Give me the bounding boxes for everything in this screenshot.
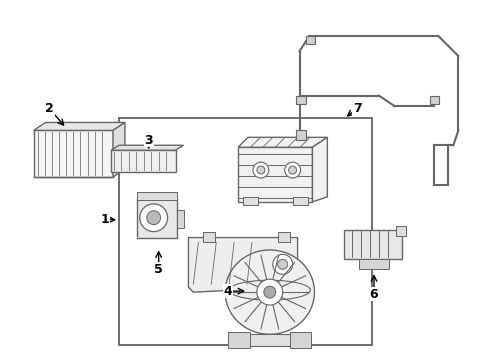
Bar	[119, 118, 371, 345]
Text: 2: 2	[45, 102, 54, 115]
Bar	[137, 198, 176, 238]
Circle shape	[146, 211, 161, 225]
Bar	[34, 130, 113, 177]
Bar	[295, 130, 305, 140]
Text: 3: 3	[144, 134, 153, 147]
Bar	[395, 226, 405, 235]
Bar	[228, 332, 249, 348]
Bar	[292, 197, 307, 205]
Text: 4: 4	[224, 285, 232, 298]
Text: 7: 7	[352, 102, 361, 115]
Bar	[295, 96, 305, 104]
Polygon shape	[113, 122, 124, 177]
Bar	[240, 334, 299, 346]
Bar	[203, 231, 215, 242]
Bar	[243, 197, 257, 205]
Circle shape	[256, 166, 264, 174]
Bar	[428, 96, 439, 104]
Polygon shape	[238, 147, 312, 202]
Text: 1: 1	[101, 213, 109, 226]
Ellipse shape	[224, 250, 314, 334]
Bar	[344, 230, 401, 260]
Polygon shape	[34, 122, 124, 130]
Text: 5: 5	[154, 263, 163, 276]
Bar	[137, 192, 176, 200]
Bar	[176, 210, 184, 228]
Circle shape	[252, 162, 268, 178]
Circle shape	[272, 255, 292, 274]
Polygon shape	[312, 137, 326, 202]
Polygon shape	[111, 145, 183, 150]
Circle shape	[288, 166, 296, 174]
Bar	[305, 36, 315, 44]
Circle shape	[284, 162, 300, 178]
Bar	[289, 332, 311, 348]
Circle shape	[264, 286, 275, 298]
Bar	[277, 231, 289, 242]
Circle shape	[277, 260, 287, 269]
Bar	[111, 150, 175, 172]
Polygon shape	[238, 137, 326, 147]
Polygon shape	[188, 238, 297, 292]
Bar	[358, 260, 388, 269]
Circle shape	[256, 279, 282, 305]
Circle shape	[140, 204, 167, 231]
Text: 6: 6	[369, 288, 378, 301]
